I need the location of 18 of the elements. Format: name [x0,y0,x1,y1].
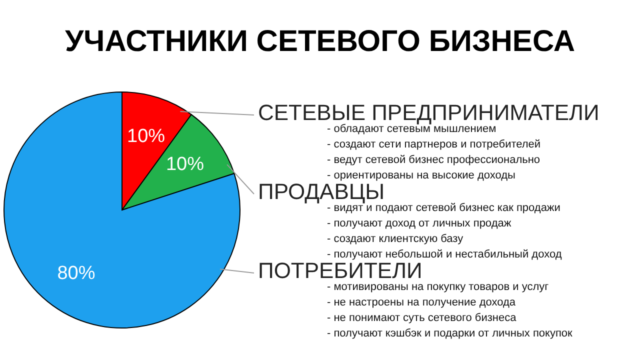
data-label: 10% [127,126,166,147]
text: - получают доход от личных продаж [327,218,512,230]
data-label: 80% [57,263,96,284]
slice-label: СЕТЕВЫЕ ПРЕДПРИНИМАТЕЛИ [258,100,600,125]
chart-title: УЧАСТНИКИ СЕТЕВОГО БИЗНЕСА [64,25,576,58]
text: - создают сети партнеров и потребителей [327,138,541,150]
text: - ведут сетевой бизнес профессионально [327,154,540,166]
text: - обладают сетевым мышлением [327,123,496,135]
text: - видят и подают сетевой бизнес как продажи [327,202,560,214]
text: - мотивированы на покупку товаров и услуг [327,281,549,293]
text: - не понимают суть сетевого бизнеса [327,312,518,324]
text: - не настроены на получение дохода [327,296,516,308]
text: - получают кэшбэк и подарки от личных покупок [327,328,573,340]
text: - ориентированы на высокие доходы [327,170,516,182]
text: - получают небольшой и нестабильный доход [327,248,562,260]
text: - создают клиентскую базу [327,233,464,245]
pie-slice [4,92,240,328]
data-label: 10% [166,154,204,176]
